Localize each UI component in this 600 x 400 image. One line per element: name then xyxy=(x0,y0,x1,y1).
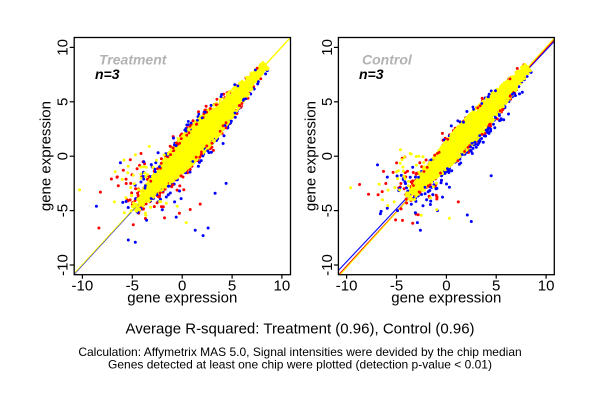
svg-text:-5: -5 xyxy=(390,278,403,295)
svg-text:Treatment: Treatment xyxy=(99,52,168,68)
svg-text:gene expression: gene expression xyxy=(303,101,320,211)
svg-text:Genes detected at least one ch: Genes detected at least one chip were pl… xyxy=(108,358,492,372)
svg-text:-5: -5 xyxy=(55,204,72,217)
svg-text:10: 10 xyxy=(319,39,336,56)
svg-text:Calculation: Affymetrix MAS 5.: Calculation: Affymetrix MAS 5.0, Signal … xyxy=(78,345,521,359)
svg-text:-5: -5 xyxy=(319,204,336,217)
svg-text:5: 5 xyxy=(492,278,500,295)
svg-text:gene expression: gene expression xyxy=(127,290,237,307)
svg-text:0: 0 xyxy=(178,278,186,295)
svg-text:-10: -10 xyxy=(319,254,336,276)
svg-text:gene expression: gene expression xyxy=(38,101,55,211)
svg-text:5: 5 xyxy=(319,98,336,106)
svg-text:0: 0 xyxy=(55,152,72,160)
svg-text:0: 0 xyxy=(319,152,336,160)
svg-text:10: 10 xyxy=(538,278,555,295)
svg-text:-10: -10 xyxy=(72,278,94,295)
svg-text:0: 0 xyxy=(442,278,450,295)
svg-text:5: 5 xyxy=(228,278,236,295)
svg-text:5: 5 xyxy=(55,98,72,106)
svg-text:Control: Control xyxy=(362,52,413,68)
svg-text:-5: -5 xyxy=(126,278,139,295)
svg-text:10: 10 xyxy=(55,39,72,56)
svg-text:-10: -10 xyxy=(336,278,358,295)
svg-text:n=3: n=3 xyxy=(359,66,384,82)
svg-text:n=3: n=3 xyxy=(95,66,120,82)
svg-text:-10: -10 xyxy=(55,254,72,276)
svg-text:gene expression: gene expression xyxy=(391,290,501,307)
svg-text:10: 10 xyxy=(274,278,291,295)
svg-text:Average R-squared: Treatment (: Average R-squared: Treatment (0.96), Con… xyxy=(125,321,474,338)
